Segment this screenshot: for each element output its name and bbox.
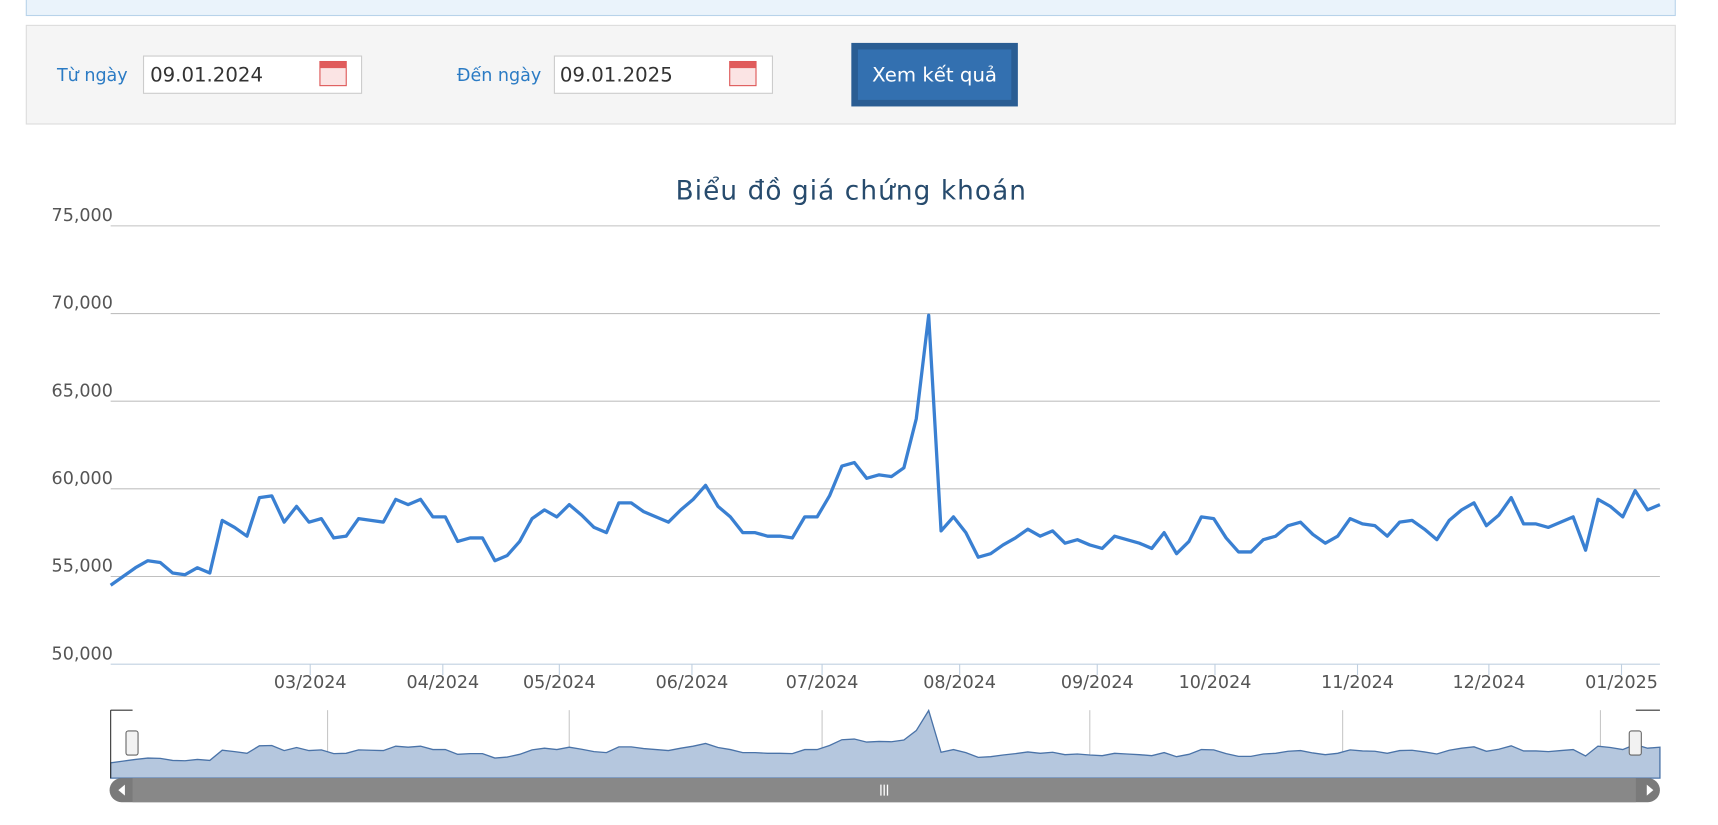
to-value: 09.01.2025: [560, 63, 673, 86]
to-label: Đến ngày: [457, 65, 541, 86]
y-tick-label: 55,000: [52, 557, 113, 577]
scroll-right[interactable]: [1646, 784, 1654, 796]
y-tick-label: 70,000: [52, 294, 113, 314]
x-tick-label: 06/2024: [656, 673, 729, 693]
x-tick-label: 08/2024: [923, 673, 996, 693]
calendar-icon[interactable]: [729, 60, 757, 87]
x-tick-label: 05/2024: [523, 673, 596, 693]
from-label: Từ ngày: [56, 66, 128, 86]
scroll-grip: [880, 784, 889, 796]
button-label: Xem kết quả: [872, 63, 997, 86]
top-strip: [25, 0, 1676, 17]
x-tick-label: 04/2024: [406, 673, 479, 693]
x-tick-label: 07/2024: [786, 673, 859, 693]
y-tick-label: 65,000: [52, 381, 113, 401]
y-tick-label: 60,000: [52, 469, 113, 489]
x-tick-label: 01/2025: [1585, 673, 1658, 693]
chart-title: Biểu đồ giá chứng khoán: [676, 175, 1027, 206]
nav-handle[interactable]: [1628, 730, 1642, 756]
from-value: 09.01.2024: [150, 63, 263, 86]
calendar-icon[interactable]: [319, 60, 347, 87]
x-tick-label: 10/2024: [1179, 673, 1252, 693]
nav-handle[interactable]: [125, 730, 139, 756]
plot: 50,000 55,000 60,000 65,000 70,000 75,000 03/2…: [52, 206, 1662, 803]
y-tick-label: 50,000: [52, 644, 113, 664]
button-face: [857, 49, 1012, 100]
x-tick-label: 12/2024: [1453, 673, 1526, 693]
y-tick-label: 75,000: [52, 206, 113, 226]
x-tick-label: 11/2024: [1321, 673, 1394, 693]
navigator-area: [110, 708, 1661, 779]
x-tick-label: 03/2024: [274, 673, 347, 693]
price-line: [109, 313, 1661, 587]
scroll-left[interactable]: [118, 784, 125, 796]
x-tick-label: 09/2024: [1061, 673, 1134, 693]
